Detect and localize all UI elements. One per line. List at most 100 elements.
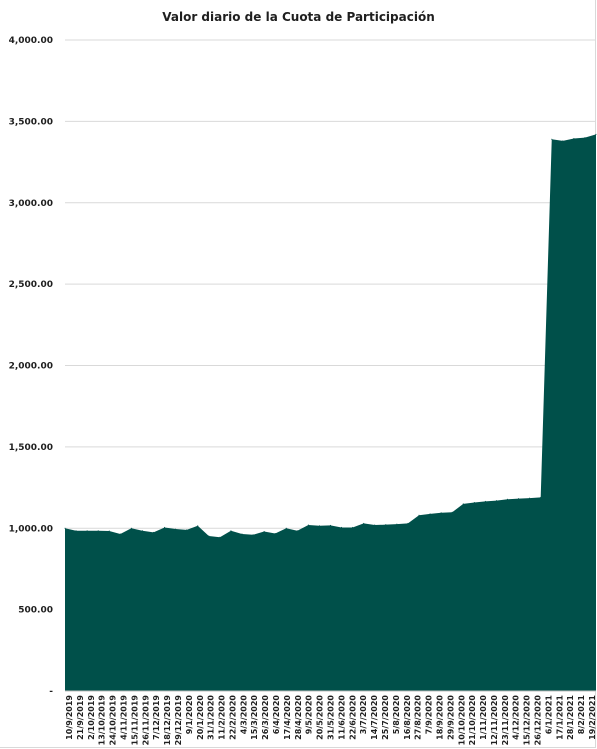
x-tick-label: 4/11/2019 [119,695,128,740]
y-tick-label: 2,500.00 [9,280,53,290]
x-tick-label: 20/1/2020 [196,695,205,740]
data-point [230,530,232,532]
x-tick-label: 22/6/2020 [348,695,357,740]
x-tick-label: 7/12/2019 [152,695,161,740]
data-point [296,530,298,532]
x-tick-label: 31/5/2020 [327,695,336,740]
data-point [363,522,365,524]
data-point [352,526,354,528]
data-point [64,527,66,529]
data-point [97,530,99,532]
data-point [307,524,309,526]
x-tick-label: 11/2/2020 [218,695,227,740]
y-tick-label: - [49,687,53,697]
plot-area [64,133,597,691]
x-tick-label: 4/3/2020 [239,695,248,735]
data-point [263,531,265,533]
data-point [175,528,177,530]
data-point [197,525,199,527]
data-point [529,497,531,499]
x-tick-label: 21/10/2020 [468,695,477,746]
data-point [473,502,475,504]
data-point [551,138,553,140]
data-point [130,527,132,529]
data-point [119,533,121,535]
x-tick-label: 29/12/2019 [174,695,183,746]
data-point [86,530,88,532]
x-tick-label: 22/2/2020 [228,695,237,740]
data-point [341,526,343,528]
data-point [495,500,497,502]
data-point [418,514,420,516]
data-point [573,137,575,139]
x-tick-label: 15/11/2019 [130,695,139,746]
x-tick-label: 3/7/2020 [359,695,368,735]
data-point [518,498,520,500]
data-point [407,522,409,524]
data-point [285,527,287,529]
data-point [274,532,276,534]
x-tick-label: 12/11/2020 [490,695,499,746]
y-tick-label: 1,500.00 [9,443,53,453]
x-tick-label: 11/6/2020 [337,695,346,740]
x-tick-label: 9/5/2020 [305,695,314,735]
x-tick-label: 31/1/2020 [207,695,216,740]
data-point [75,530,77,532]
data-point [484,500,486,502]
x-tick-label: 10/9/2019 [65,695,74,740]
x-tick-label: 26/3/2020 [261,695,270,740]
x-tick-label: 18/12/2019 [163,695,172,746]
x-tick-label: 23/11/2020 [501,695,510,746]
x-tick-label: 6/1/2021 [544,695,553,735]
x-tick-label: 28/4/2020 [294,695,303,740]
x-tick-label: 17/1/2021 [555,695,564,740]
x-tick-label: 4/12/2020 [512,695,521,740]
data-point [241,533,243,535]
y-axis: - 500.00 1,000.00 1,500.00 2,000.00 2,500.00 3… [9,36,54,697]
x-tick-label: 6/4/2020 [272,695,281,735]
data-point [374,524,376,526]
x-tick-label: 16/8/2020 [403,695,412,740]
x-tick-label: 7/9/2020 [425,695,434,735]
x-tick-label: 14/7/2020 [370,695,379,740]
x-tick-label: 20/5/2020 [316,695,325,740]
x-tick-label: 5/8/2020 [392,695,401,735]
data-point [108,530,110,532]
data-point [318,525,320,527]
data-point [186,529,188,531]
data-point [385,524,387,526]
x-tick-label: 17/4/2020 [283,695,292,740]
x-tick-label: 25/7/2020 [381,695,390,740]
y-tick-label: 4,000.00 [9,36,53,46]
x-tick-label: 15/3/2020 [250,695,259,740]
x-tick-label: 18/9/2020 [435,695,444,740]
x-tick-label: 10/10/2020 [457,695,466,746]
x-tick-label: 15/12/2020 [523,695,532,746]
x-tick-label: 21/9/2019 [76,695,85,740]
x-tick-label: 27/8/2020 [414,695,423,740]
data-point [595,133,597,135]
data-point [507,498,508,500]
y-tick-label: 1,000.00 [9,524,53,534]
data-point [219,536,221,538]
data-point [562,140,564,142]
data-point [540,496,542,498]
x-tick-label: 29/9/2020 [446,695,455,740]
data-point [208,535,210,537]
data-point [429,513,431,515]
x-tick-label: 9/1/2020 [185,695,194,735]
data-point [164,526,166,528]
data-point [584,137,586,139]
series-area [65,134,596,691]
data-point [330,524,331,526]
data-point [462,503,464,505]
x-tick-label: 28/1/2021 [566,695,575,740]
y-tick-label: 3,500.00 [9,117,53,127]
data-point [153,531,154,533]
x-tick-label: 19/2/2021 [588,695,597,740]
data-point [451,511,453,513]
x-tick-label: 26/12/2020 [534,695,543,746]
chart-title: Valor diario de la Cuota de Participació… [162,10,435,24]
x-tick-label: 13/10/2019 [98,695,107,746]
